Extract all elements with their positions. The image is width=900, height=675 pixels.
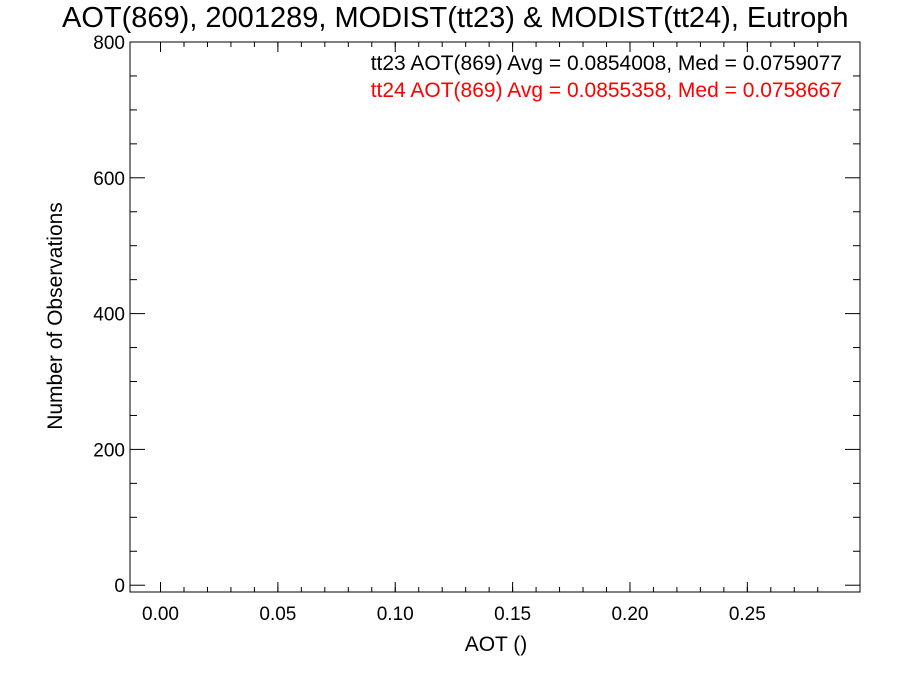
y-axis-label: Number of Observations — [44, 202, 67, 430]
x-axis-label: AOT () — [465, 633, 528, 656]
ticks-layer: 0.00 0.05 0.10 0.15 0.20 0.25 0 200 400 600 800 — [93, 33, 860, 625]
y-tick-label: 0 — [114, 576, 125, 597]
y-tick-label: 600 — [93, 169, 125, 190]
x-tick-label: 0.20 — [611, 604, 648, 625]
chart-title: AOT(869), 2001289, MODIST(tt23) & MODIST… — [62, 2, 849, 34]
x-tick-label: 0.25 — [729, 604, 766, 625]
annotation-stats-1: tt24 AOT(869) Avg = 0.0855358, Med = 0.0… — [371, 79, 842, 102]
x-tick-label: 0.00 — [142, 604, 179, 625]
plot-frame — [129, 41, 861, 593]
x-tick-label: 0.10 — [377, 604, 414, 625]
y-tick-label: 400 — [93, 305, 125, 326]
y-tick-label: 200 — [93, 440, 125, 461]
annotation-layer: tt23 AOT(869) Avg = 0.0854008, Med = 0.0… — [371, 52, 842, 102]
x-tick-label: 0.05 — [259, 604, 296, 625]
y-tick-label: 800 — [93, 33, 125, 54]
x-tick-label: 0.15 — [494, 604, 531, 625]
annotation-stats-0: tt23 AOT(869) Avg = 0.0854008, Med = 0.0… — [371, 52, 842, 75]
